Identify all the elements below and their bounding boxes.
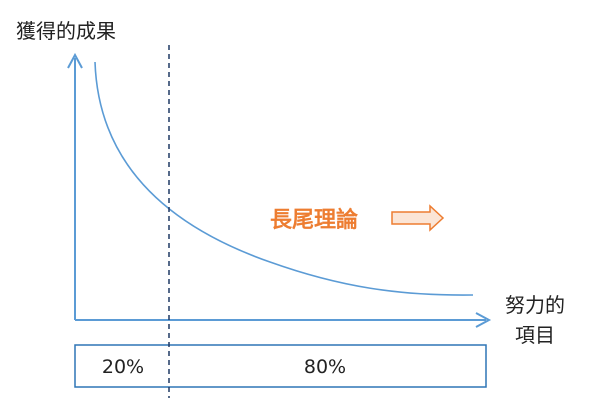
split-box [74, 344, 487, 388]
y-axis-label: 獲得的成果 [16, 19, 116, 43]
split-left-label: 20% [102, 356, 144, 378]
right-block-arrow-icon [391, 204, 445, 232]
x-axis-label-line1: 努力的 [505, 293, 565, 317]
x-axis-arrowhead [475, 312, 492, 328]
x-axis-label-line2: 項目 [515, 323, 555, 347]
annotation-label: 長尾理論 [270, 207, 359, 233]
long-tail-curve [94, 61, 474, 296]
split-right-label: 80% [304, 356, 346, 378]
y-axis-arrowhead [67, 52, 83, 69]
